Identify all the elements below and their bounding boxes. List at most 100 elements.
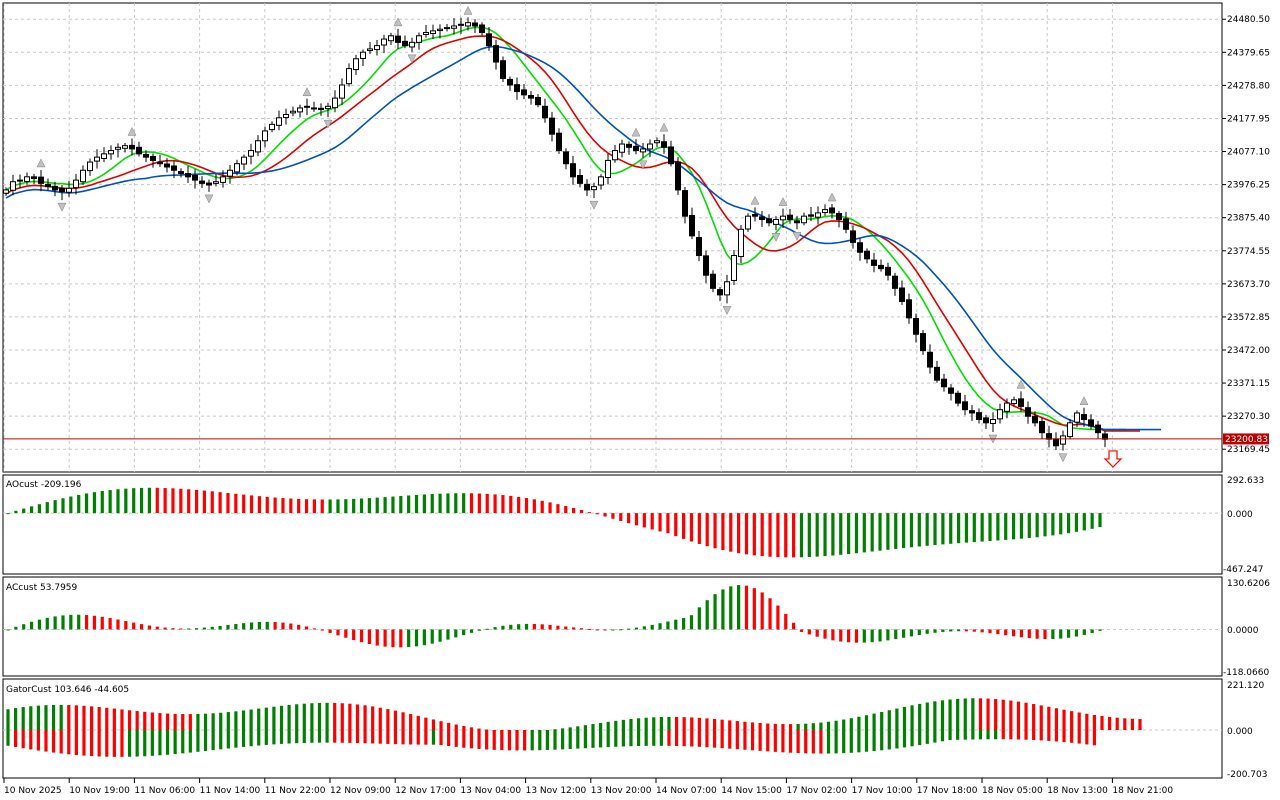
gator-upper-bar	[591, 724, 595, 730]
gator-lower-bar	[986, 730, 990, 740]
gator-lower-bar	[439, 730, 443, 746]
histogram-bar	[37, 619, 42, 630]
price-tick-label: 24077.10	[1227, 148, 1270, 158]
candle-body	[409, 41, 415, 48]
gator-upper-bar	[1009, 700, 1013, 730]
gator-upper-bar	[241, 710, 246, 730]
histogram-bar	[289, 498, 293, 514]
gator-upper-bar	[317, 702, 322, 730]
histogram-bar	[768, 598, 772, 630]
histogram-bar	[187, 489, 191, 514]
current-price-tag: 23200.83	[1223, 433, 1269, 445]
gator-lower-bar	[636, 730, 641, 747]
price-pane[interactable]: 24480.50 24379.65 24278.80 24177.95 24077.10…	[2, 2, 1270, 473]
histogram-bar	[469, 629, 474, 633]
histogram-bar	[446, 493, 450, 514]
histogram-bar	[454, 493, 458, 514]
candle-body	[416, 35, 422, 43]
histogram-bar	[485, 628, 489, 630]
histogram-bar	[1090, 513, 1094, 529]
histogram-bar	[658, 623, 662, 630]
histogram-bar	[862, 513, 866, 553]
gator-lower-bar	[697, 730, 701, 747]
histogram-bar	[760, 592, 764, 630]
gator-lower-bar	[386, 730, 390, 744]
gator-upper-bar	[439, 721, 443, 730]
histogram-bar	[163, 487, 167, 514]
histogram-bar	[422, 494, 426, 514]
price-tick-label: 24177.95	[1227, 114, 1270, 124]
gator-lower-bar	[1009, 730, 1013, 740]
gator-upper-bar	[355, 704, 360, 730]
time-tick-label: 13 Nov 12:00	[526, 786, 587, 796]
gator-histogram	[3, 698, 1222, 757]
histogram-bar	[509, 495, 513, 514]
candle-body	[878, 264, 884, 270]
gator-upper-bar	[211, 713, 215, 730]
gator-lower-bar	[606, 730, 610, 748]
histogram-bar	[579, 509, 584, 514]
ao-pane[interactable]: AOcust -209.196 292.633 0.000 -467.247	[2, 474, 1264, 575]
histogram-bar	[956, 629, 961, 632]
histogram-bar	[414, 494, 419, 514]
gator-upper-bar	[219, 712, 223, 730]
histogram-bar	[53, 500, 57, 514]
gator-lower-bar	[781, 730, 785, 753]
gator-lower-bar	[994, 730, 998, 740]
gator-upper-bar	[956, 698, 960, 730]
histogram-bar	[1004, 513, 1008, 540]
candle-body	[1067, 422, 1073, 438]
histogram-bar	[894, 513, 898, 549]
candle-body	[66, 187, 72, 193]
histogram-bar	[1098, 513, 1102, 528]
histogram-bar	[124, 488, 128, 514]
histogram-bar	[155, 487, 159, 514]
histogram-bar	[980, 629, 984, 633]
candle-body	[570, 163, 576, 178]
histogram-bar	[257, 622, 261, 630]
candle-body	[1081, 414, 1087, 421]
candle-body	[899, 287, 905, 302]
gator-lower-bar	[165, 730, 170, 755]
histogram-bar	[383, 629, 387, 647]
histogram-bar	[744, 513, 749, 555]
histogram-bar	[524, 498, 529, 514]
histogram-bar	[194, 489, 199, 514]
gator-lower-bar	[758, 730, 762, 751]
histogram-bar	[352, 629, 356, 641]
histogram-bar	[634, 513, 639, 526]
candle-body	[815, 212, 821, 218]
gator-upper-bar	[196, 713, 200, 730]
gator-lower-bar	[530, 730, 534, 751]
histogram-bar	[933, 629, 937, 633]
histogram-bar	[1059, 629, 1063, 639]
histogram-bar	[6, 513, 10, 515]
histogram-bar	[139, 624, 144, 630]
gator-upper-bar	[659, 717, 663, 730]
histogram-bar	[815, 513, 819, 557]
gator-lower-bar	[1032, 730, 1036, 741]
histogram-bar	[949, 629, 953, 632]
candle-body	[304, 105, 310, 108]
gator-upper-bar	[165, 713, 170, 730]
histogram-bar	[132, 488, 136, 514]
gator-pane[interactable]: GatorCust 103.646 -44.605 221.120 0.000 …	[2, 678, 1267, 780]
price-tick-label: 23572.85	[1227, 313, 1270, 323]
histogram-bar	[1090, 629, 1094, 634]
gator-lower-bar	[1039, 730, 1043, 741]
ao-pane-frame	[2, 474, 1223, 575]
ac-pane[interactable]: ACcust 53.7959 130.6206 0.0000 -118.0660	[2, 576, 1270, 678]
candle-body	[549, 117, 555, 135]
gator-upper-bar	[6, 709, 10, 730]
candle-body	[17, 179, 23, 182]
candle-body	[626, 143, 632, 148]
gator-lower-bar	[864, 730, 869, 752]
candle-body	[150, 155, 156, 161]
histogram-bar	[297, 498, 301, 514]
histogram-bar	[367, 498, 371, 514]
candle-body	[38, 176, 44, 184]
gator-lower-bar	[234, 730, 238, 748]
histogram-bar	[823, 513, 827, 557]
candle-body	[612, 150, 618, 161]
